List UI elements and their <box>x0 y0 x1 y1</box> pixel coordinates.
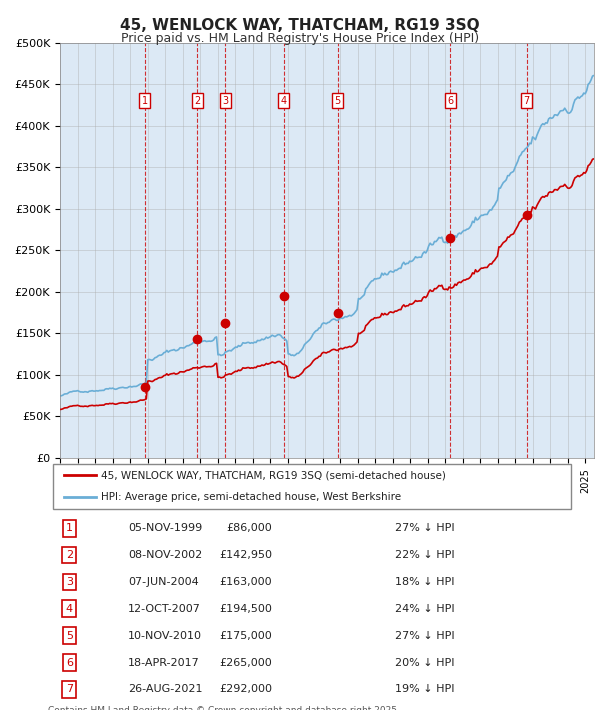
FancyBboxPatch shape <box>53 464 571 508</box>
Text: 3: 3 <box>66 577 73 587</box>
Text: 4: 4 <box>281 96 287 106</box>
Text: 2: 2 <box>66 550 73 560</box>
Text: 27% ↓ HPI: 27% ↓ HPI <box>395 630 455 640</box>
Text: 6: 6 <box>66 657 73 667</box>
Text: 20% ↓ HPI: 20% ↓ HPI <box>395 657 455 667</box>
Text: 5: 5 <box>66 630 73 640</box>
Text: 1: 1 <box>142 96 148 106</box>
Text: Price paid vs. HM Land Registry's House Price Index (HPI): Price paid vs. HM Land Registry's House … <box>121 32 479 45</box>
Text: 3: 3 <box>222 96 229 106</box>
Text: £163,000: £163,000 <box>220 577 272 587</box>
Text: 07-JUN-2004: 07-JUN-2004 <box>128 577 199 587</box>
Text: 05-NOV-1999: 05-NOV-1999 <box>128 523 202 533</box>
Text: HPI: Average price, semi-detached house, West Berkshire: HPI: Average price, semi-detached house,… <box>101 492 401 502</box>
Text: 6: 6 <box>447 96 454 106</box>
Text: 22% ↓ HPI: 22% ↓ HPI <box>395 550 455 560</box>
Text: 12-OCT-2007: 12-OCT-2007 <box>128 604 201 614</box>
Text: 24% ↓ HPI: 24% ↓ HPI <box>395 604 455 614</box>
Text: £194,500: £194,500 <box>220 604 272 614</box>
Text: 5: 5 <box>335 96 341 106</box>
Text: 7: 7 <box>523 96 530 106</box>
Text: 18-APR-2017: 18-APR-2017 <box>128 657 200 667</box>
Text: 4: 4 <box>66 604 73 614</box>
Text: £175,000: £175,000 <box>220 630 272 640</box>
Text: 10-NOV-2010: 10-NOV-2010 <box>128 630 202 640</box>
Text: 1: 1 <box>66 523 73 533</box>
Text: 08-NOV-2002: 08-NOV-2002 <box>128 550 202 560</box>
Text: Contains HM Land Registry data © Crown copyright and database right 2025.
This d: Contains HM Land Registry data © Crown c… <box>48 706 400 710</box>
Text: 26-AUG-2021: 26-AUG-2021 <box>128 684 203 694</box>
Text: 27% ↓ HPI: 27% ↓ HPI <box>395 523 455 533</box>
Text: £265,000: £265,000 <box>220 657 272 667</box>
Text: 45, WENLOCK WAY, THATCHAM, RG19 3SQ: 45, WENLOCK WAY, THATCHAM, RG19 3SQ <box>120 18 480 33</box>
Text: 2: 2 <box>194 96 200 106</box>
Text: £142,950: £142,950 <box>219 550 272 560</box>
Text: £292,000: £292,000 <box>219 684 272 694</box>
Text: 18% ↓ HPI: 18% ↓ HPI <box>395 577 455 587</box>
Text: £86,000: £86,000 <box>227 523 272 533</box>
Text: 7: 7 <box>66 684 73 694</box>
Text: 45, WENLOCK WAY, THATCHAM, RG19 3SQ (semi-detached house): 45, WENLOCK WAY, THATCHAM, RG19 3SQ (sem… <box>101 471 446 481</box>
Text: 19% ↓ HPI: 19% ↓ HPI <box>395 684 455 694</box>
